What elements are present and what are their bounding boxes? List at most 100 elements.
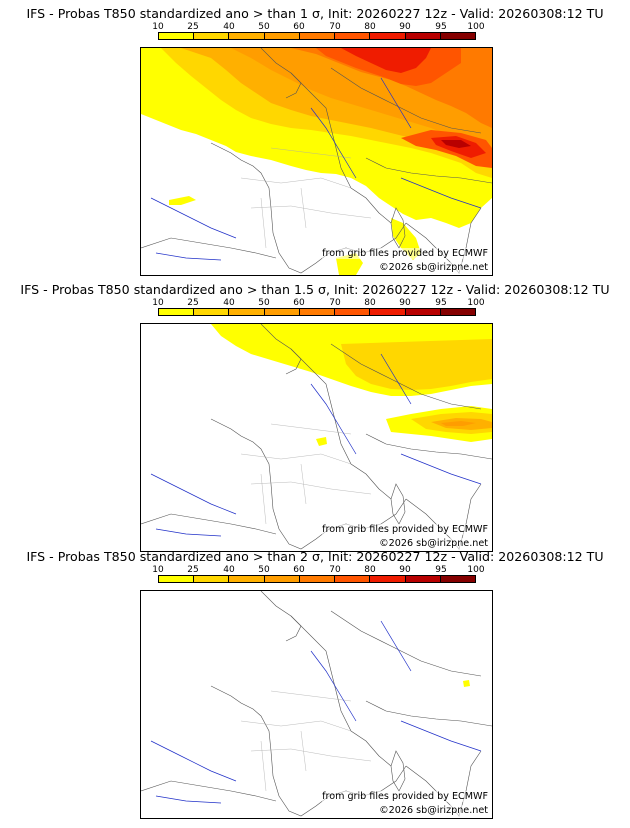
map-svg <box>141 324 492 550</box>
river <box>310 650 357 722</box>
coastline-iberia <box>141 513 277 535</box>
scale-label: 60 <box>293 22 305 32</box>
copyright-credit: ©2026 sb@irizpne.net <box>379 262 488 273</box>
map-rivers <box>150 77 482 261</box>
scale-swatch <box>440 33 475 39</box>
scale-swatch <box>405 33 441 39</box>
scale-label: 25 <box>187 22 199 32</box>
data-source-credit: from grib files provided by ECMWF <box>322 524 488 535</box>
scale-swatch <box>159 309 195 315</box>
map-svg <box>141 48 492 275</box>
scale-label: 100 <box>467 298 485 308</box>
scale-swatch <box>264 576 300 582</box>
scale-swatch <box>229 33 265 39</box>
scale-swatch <box>264 33 300 39</box>
scale-label: 90 <box>399 565 411 575</box>
prob-area-90-east <box>441 140 471 148</box>
scale-label: 80 <box>364 298 376 308</box>
scale-swatch <box>440 309 475 315</box>
map-borders <box>141 591 492 817</box>
scale-label: 80 <box>364 565 376 575</box>
border-germany <box>330 610 482 677</box>
river <box>150 740 237 782</box>
panel-title: IFS - Probas T850 standardized ano > tha… <box>26 549 604 564</box>
color-scale-labels: 10 25 40 50 60 70 80 90 95 100 <box>0 22 630 32</box>
scale-label: 10 <box>152 298 164 308</box>
prob-area-10-west <box>169 196 196 205</box>
scale-swatch <box>335 576 371 582</box>
region-lines <box>240 147 372 249</box>
scale-swatch <box>194 309 230 315</box>
color-scale-bar <box>158 32 476 40</box>
scale-label: 95 <box>435 565 447 575</box>
coastline-iberia <box>141 237 277 259</box>
scale-swatch <box>229 576 265 582</box>
river <box>310 383 357 455</box>
scale-label: 40 <box>223 22 235 32</box>
map-regions <box>240 423 372 525</box>
panel-title: IFS - Probas T850 standardized ano > tha… <box>20 282 610 297</box>
prob-area-10-spot <box>316 437 327 446</box>
scale-label: 25 <box>187 565 199 575</box>
river <box>400 720 482 752</box>
map-rivers <box>150 353 482 537</box>
coastline-britain <box>260 591 302 642</box>
scale-label: 50 <box>258 565 270 575</box>
map-borders <box>141 48 492 274</box>
scale-swatch <box>370 576 406 582</box>
river <box>400 177 482 209</box>
scale-swatch <box>229 309 265 315</box>
scale-swatch <box>335 309 371 315</box>
scale-swatch <box>299 33 336 39</box>
scale-label: 90 <box>399 22 411 32</box>
map-regions <box>240 147 372 249</box>
probability-map: from grib files provided by ECMWF ©2026 … <box>140 47 493 276</box>
scale-label: 40 <box>223 565 235 575</box>
copyright-credit: ©2026 sb@irizpne.net <box>379 805 488 816</box>
scale-label: 90 <box>399 298 411 308</box>
coastline-iberia <box>141 780 277 802</box>
scale-swatch <box>440 576 475 582</box>
scale-swatch <box>405 309 441 315</box>
border-alps <box>365 157 492 184</box>
scale-label: 70 <box>329 565 341 575</box>
map-svg <box>141 591 492 817</box>
panel-1-5sigma: IFS - Probas T850 standardized ano > tha… <box>0 282 630 554</box>
scale-swatch <box>194 576 230 582</box>
scale-label: 10 <box>152 22 164 32</box>
prob-area-25 <box>341 339 492 390</box>
prob-area-10-spot <box>463 680 470 687</box>
border-alps <box>365 433 492 460</box>
river <box>380 620 412 672</box>
river <box>150 473 237 515</box>
color-scale-labels: 10 25 40 50 60 70 80 90 95 100 <box>0 298 630 308</box>
scale-label: 95 <box>435 22 447 32</box>
border-france-east <box>290 72 392 224</box>
probability-map: from grib files provided by ECMWF ©2026 … <box>140 590 493 819</box>
river <box>155 528 222 537</box>
panel-1sigma: IFS - Probas T850 standardized ano > tha… <box>0 6 630 278</box>
map-rivers <box>150 620 482 804</box>
scale-label: 100 <box>467 22 485 32</box>
scale-swatch <box>370 309 406 315</box>
scale-swatch <box>159 33 195 39</box>
scale-label: 10 <box>152 565 164 575</box>
scale-swatch <box>370 33 406 39</box>
scale-label: 70 <box>329 298 341 308</box>
scale-swatch <box>335 33 371 39</box>
river <box>155 795 222 804</box>
river <box>400 453 482 485</box>
scale-swatch <box>299 309 336 315</box>
river <box>150 197 237 239</box>
scale-label: 50 <box>258 298 270 308</box>
scale-label: 60 <box>293 298 305 308</box>
scale-label: 80 <box>364 22 376 32</box>
border-france-east <box>290 348 392 500</box>
scale-label: 40 <box>223 298 235 308</box>
scale-label: 100 <box>467 565 485 575</box>
border-france-east <box>290 615 392 767</box>
prob-area-50-east <box>441 421 476 426</box>
probability-map: from grib files provided by ECMWF ©2026 … <box>140 323 493 552</box>
scale-swatch <box>264 309 300 315</box>
panel-title: IFS - Probas T850 standardized ano > tha… <box>26 6 604 21</box>
